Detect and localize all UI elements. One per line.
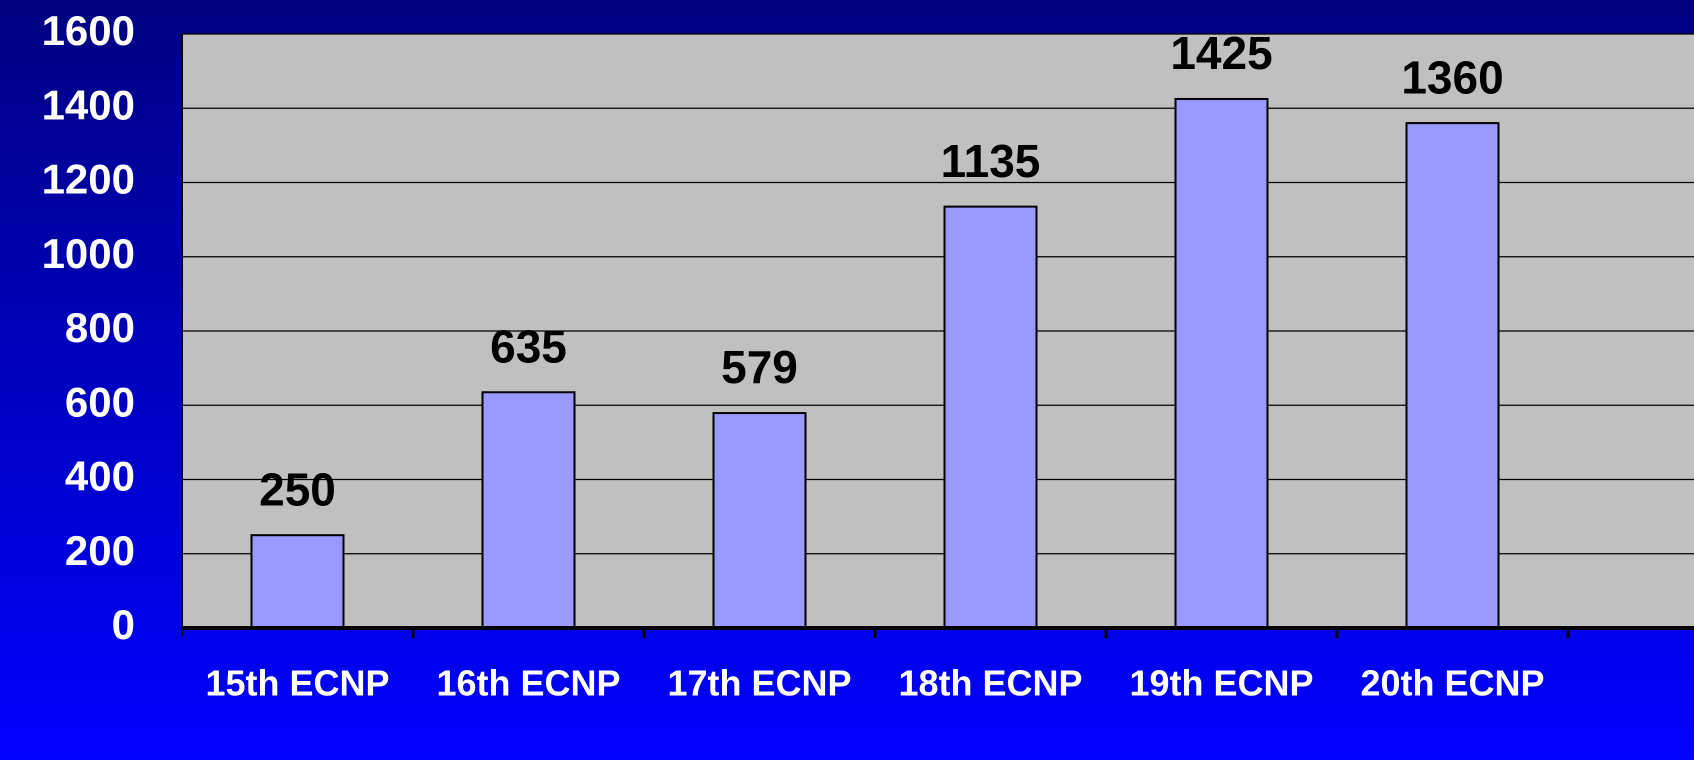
x-tick-label: 18th ECNP (898, 663, 1082, 704)
data-label: 635 (490, 320, 567, 372)
x-tick-label: 20th ECNP (1360, 663, 1544, 704)
bar (250, 534, 345, 629)
x-tick-label: 17th ECNP (667, 663, 851, 704)
y-tick-label: 1600 (42, 7, 135, 54)
bar (1174, 97, 1269, 629)
bar (481, 391, 576, 629)
data-label: 1360 (1401, 51, 1503, 103)
y-tick-label: 800 (65, 304, 135, 351)
y-tick-label: 1000 (42, 230, 135, 277)
x-tick-label: 19th ECNP (1129, 663, 1313, 704)
y-tick-label: 1400 (42, 81, 135, 128)
bar (712, 412, 807, 630)
y-tick-label: 600 (65, 378, 135, 425)
x-tick-label: 16th ECNP (436, 663, 620, 704)
y-tick-label: 400 (65, 453, 135, 500)
bar (1405, 122, 1500, 629)
y-tick-label: 200 (65, 527, 135, 574)
y-tick-label: 0 (112, 601, 135, 648)
x-tick-label: 15th ECNP (205, 663, 389, 704)
data-label: 1425 (1170, 27, 1272, 79)
data-label: 250 (259, 463, 336, 515)
data-label: 1135 (941, 135, 1041, 187)
data-label: 579 (721, 341, 798, 393)
bar (943, 205, 1038, 629)
y-tick-label: 1200 (42, 156, 135, 203)
